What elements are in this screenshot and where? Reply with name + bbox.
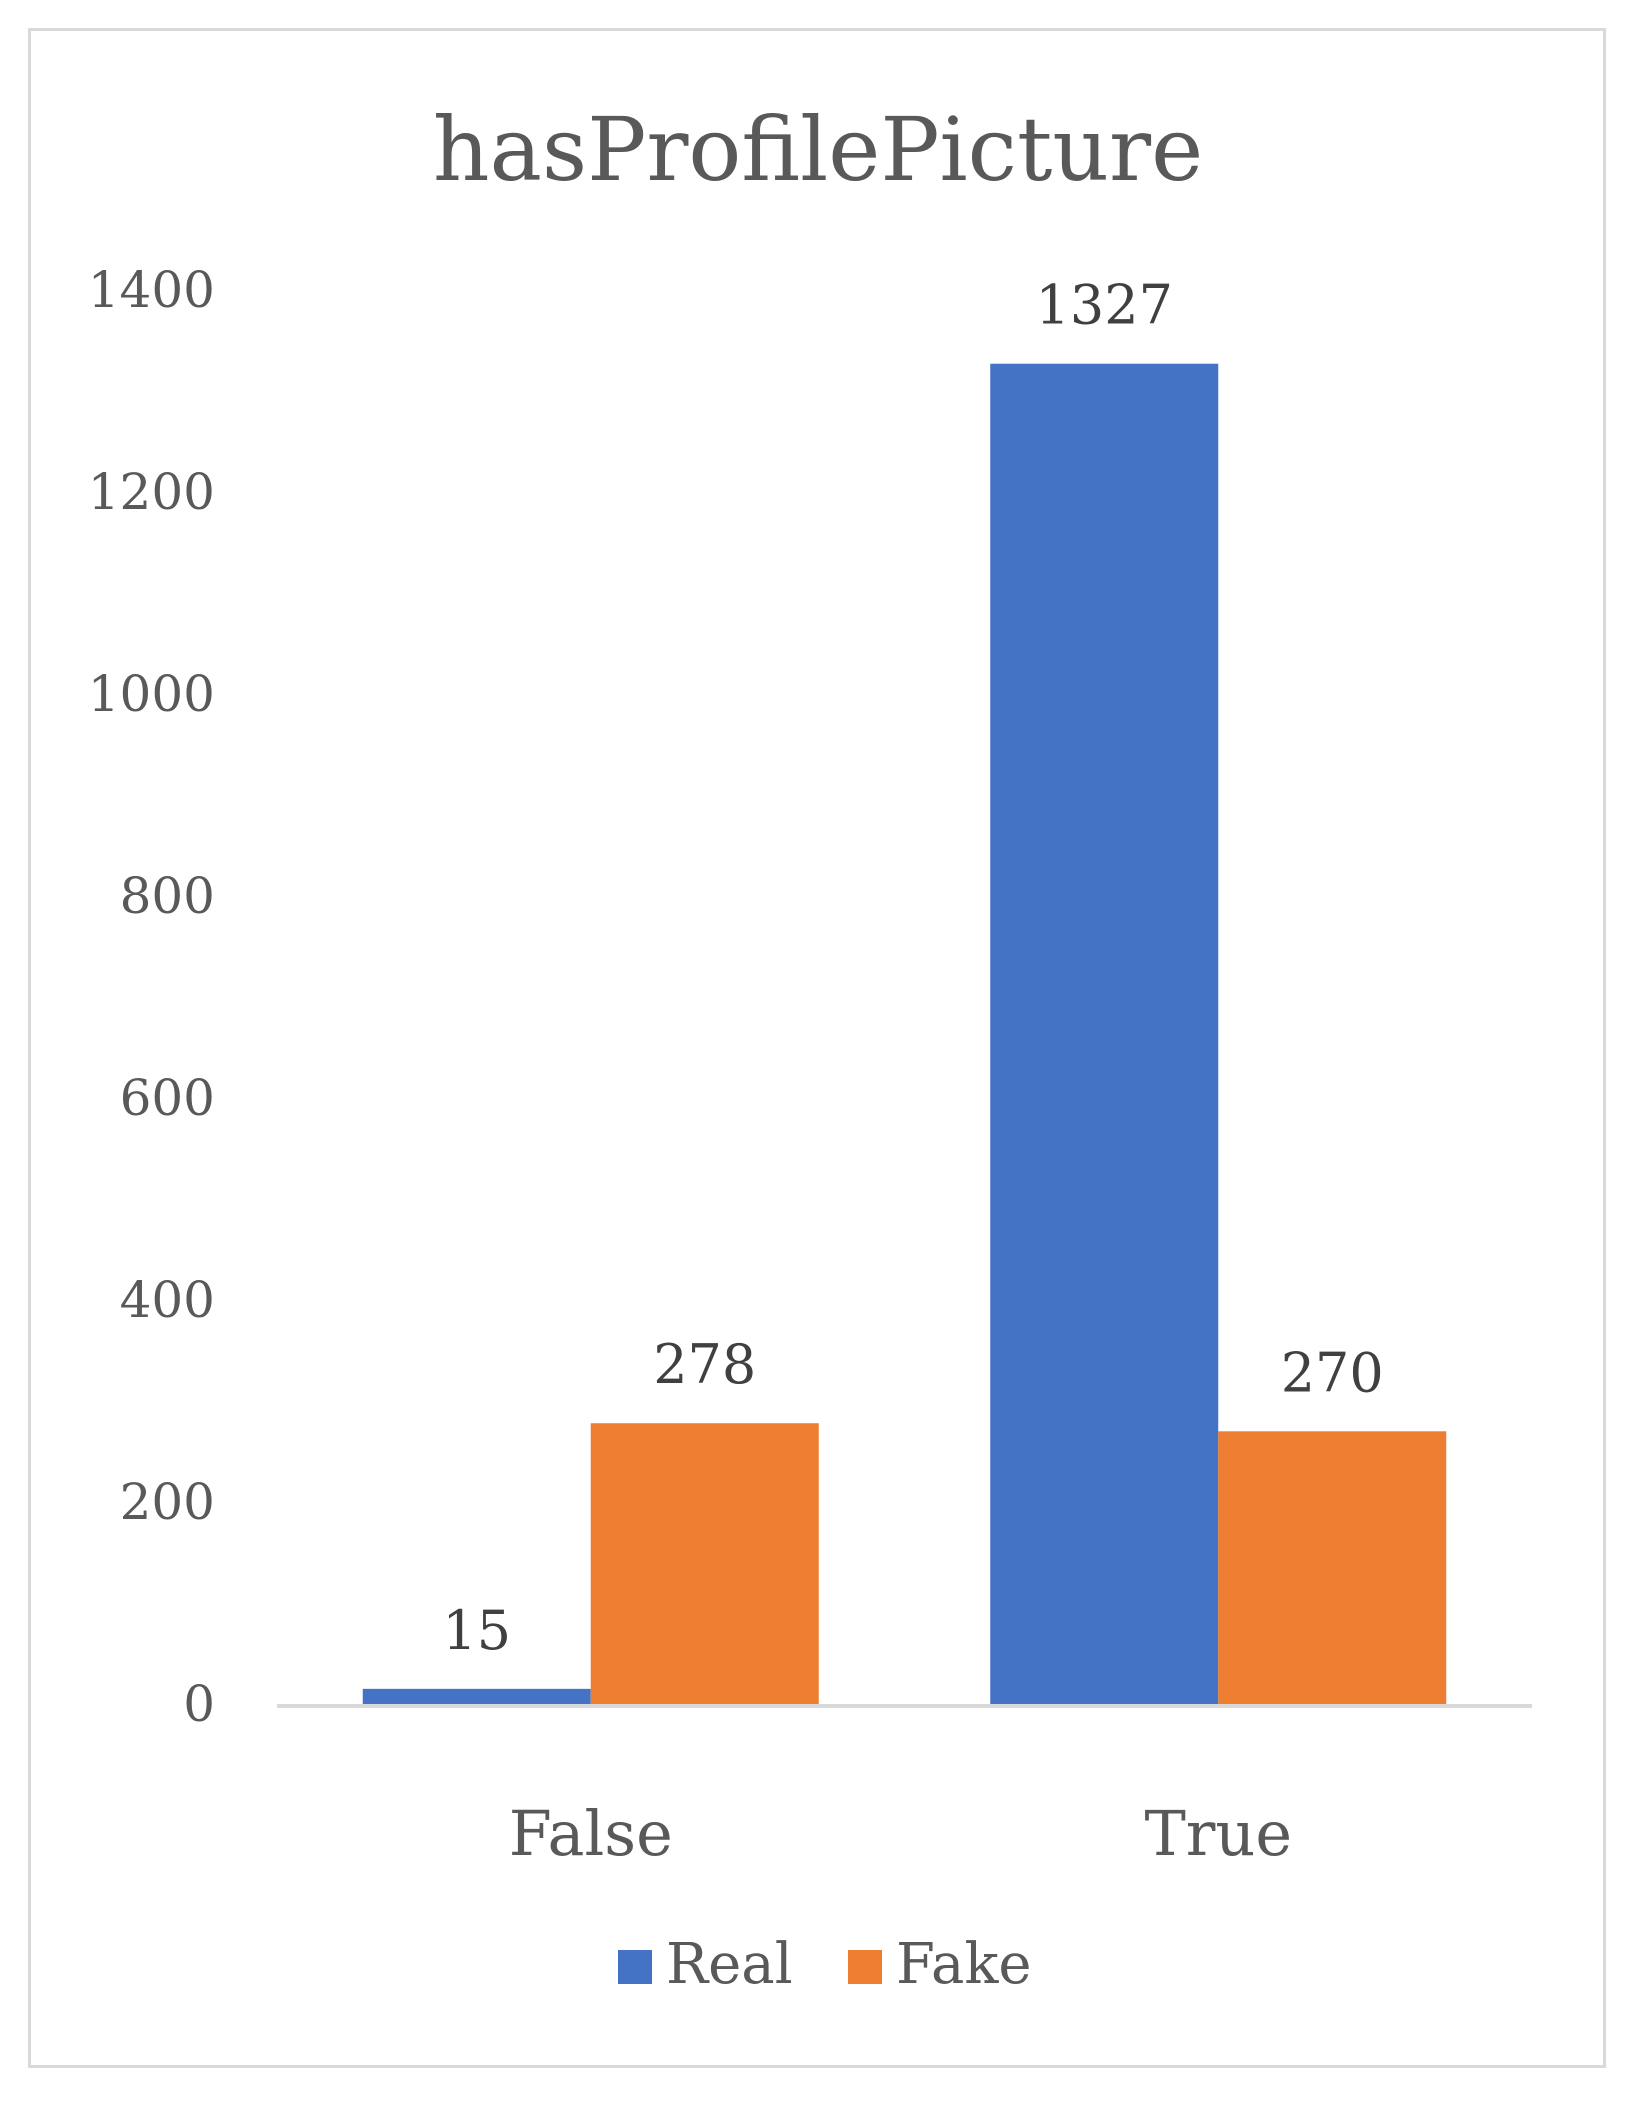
y-tick-label: 600	[120, 1069, 215, 1127]
data-label-fake-false: 278	[653, 1333, 756, 1396]
category-label: True	[1144, 1797, 1292, 1870]
y-tick-label: 1400	[88, 261, 215, 319]
data-label-fake-true: 270	[1281, 1341, 1384, 1404]
y-tick-label: 0	[183, 1675, 215, 1733]
chart-frame	[28, 28, 1606, 2068]
category-labels: False True	[509, 1797, 1292, 1870]
bar-real-false	[362, 1688, 591, 1704]
data-label-real-true: 1327	[1036, 274, 1173, 337]
y-axis-ticks: 0 200 400 600 800 1000 1200 1400	[88, 261, 215, 1733]
legend-label-fake: Fake	[896, 1932, 1032, 1997]
category-label: False	[509, 1797, 673, 1870]
y-tick-label: 1200	[88, 463, 215, 521]
data-label-real-false: 15	[442, 1599, 511, 1662]
legend-swatch-real	[618, 1950, 652, 1984]
legend: Real Fake	[618, 1932, 1032, 1997]
chart-title: hasProfilePicture	[433, 98, 1203, 201]
bar-fake-false	[590, 1423, 819, 1704]
bar-fake-true	[1218, 1431, 1447, 1704]
bars	[362, 363, 1447, 1705]
data-labels: 15 278 1327 270	[442, 274, 1383, 1662]
y-tick-label: 1000	[88, 665, 215, 723]
y-tick-label: 200	[120, 1473, 215, 1531]
legend-swatch-fake	[848, 1950, 882, 1984]
y-tick-label: 400	[120, 1271, 215, 1329]
bar-real-true	[990, 363, 1219, 1705]
y-tick-label: 800	[120, 867, 215, 925]
legend-label-real: Real	[666, 1932, 793, 1997]
